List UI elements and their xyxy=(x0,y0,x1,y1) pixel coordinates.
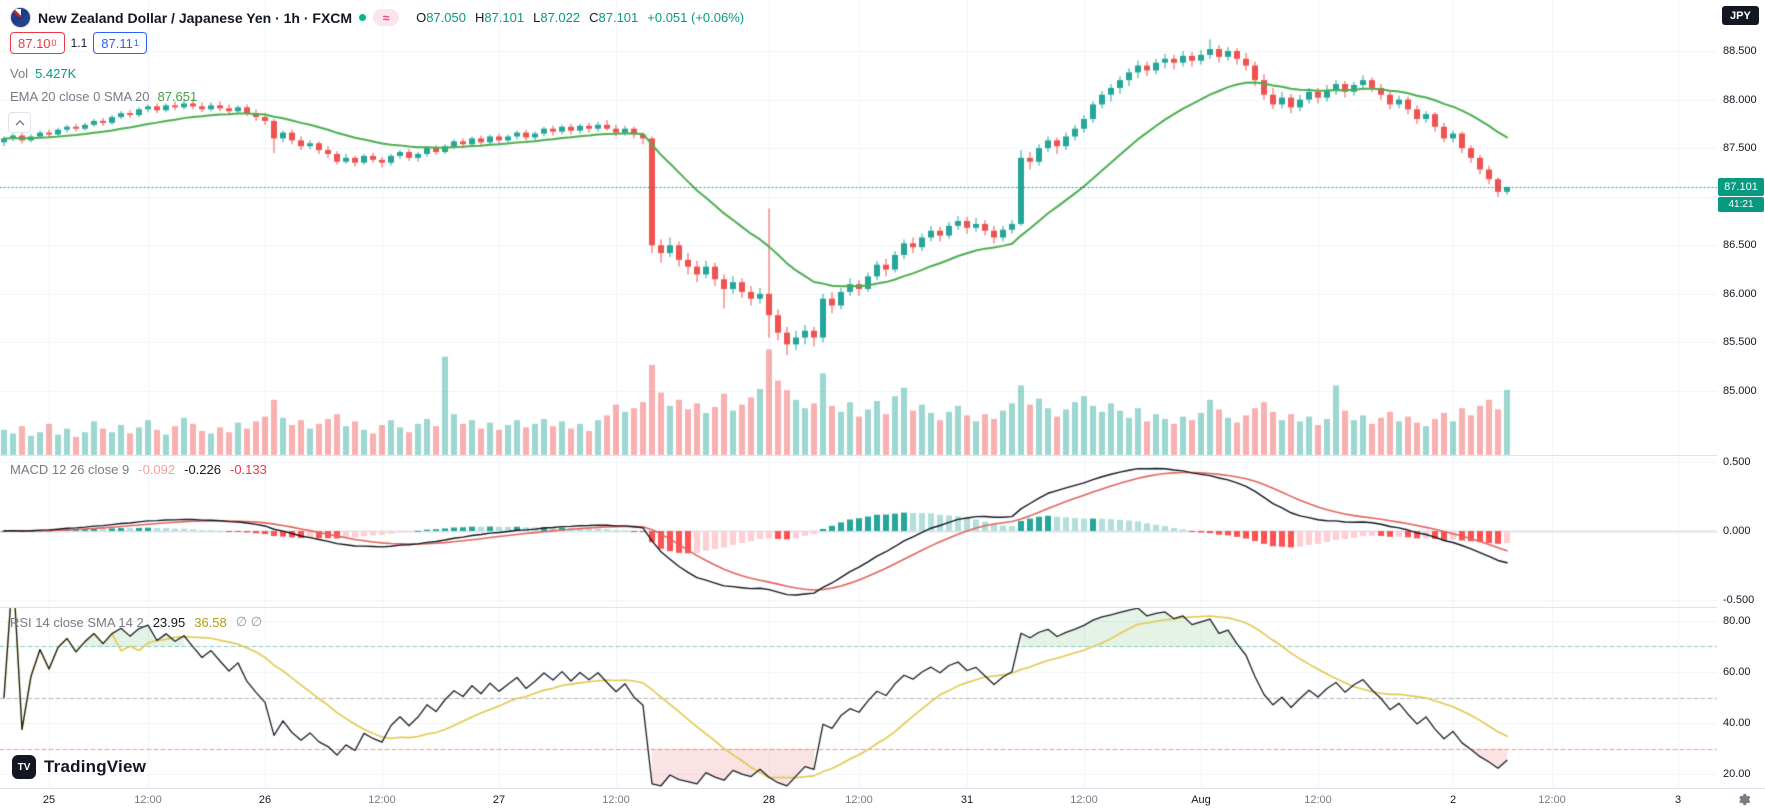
ema-legend: EMA 20 close 0 SMA 20 87.651 xyxy=(10,89,198,104)
delayed-data-icon[interactable]: ≈ xyxy=(373,9,400,26)
time-tick-label: 28 xyxy=(762,794,776,806)
time-tick-label: 12:00 xyxy=(1538,794,1566,806)
chart-canvas[interactable] xyxy=(0,0,1717,788)
time-tick-label: 12:00 xyxy=(1304,794,1332,806)
axis-tick-label: 86.500 xyxy=(1723,239,1757,252)
macd-legend: MACD 12 26 close 9 -0.092 -0.226 -0.133 xyxy=(10,462,267,477)
buy-button[interactable]: 87.11 1 xyxy=(93,32,147,54)
axis-tick-label: 85.000 xyxy=(1723,384,1757,397)
rsi-value: 23.95 xyxy=(152,614,186,630)
timezone-settings-button[interactable] xyxy=(1736,792,1752,808)
time-tick-label: 3 xyxy=(1674,794,1682,806)
open-value: 87.050 xyxy=(426,10,466,25)
low-value: 87.022 xyxy=(540,10,581,25)
time-tick-label: 12:00 xyxy=(1070,794,1098,806)
time-axis[interactable]: 25 12:00 26 12:00 27 12:00 28 12:00 31 12:00 Aug 12… xyxy=(0,789,1765,812)
time-tick-label: 12:00 xyxy=(602,794,630,806)
axis-tick-label: 60.00 xyxy=(1723,665,1751,678)
spread-value: 1.1 xyxy=(70,36,88,50)
time-axis-border xyxy=(0,788,1765,789)
change-value: +0.051 (+0.06%) xyxy=(647,10,745,25)
price-macd-divider[interactable] xyxy=(0,455,1765,456)
macd-rsi-divider[interactable] xyxy=(0,607,1765,608)
time-tick-label: 12:00 xyxy=(368,794,396,806)
axis-tick-label: 40.00 xyxy=(1723,717,1751,730)
pane-collapse-button[interactable] xyxy=(8,112,31,133)
axis-tick-label: 20.00 xyxy=(1723,768,1751,781)
axis-tick-label: 88.000 xyxy=(1723,93,1757,106)
tradingview-logo-icon xyxy=(12,755,36,779)
axis-tick-label: 85.500 xyxy=(1723,336,1757,349)
time-tick-label: 2 xyxy=(1449,794,1457,806)
axis-tick-label: 80.00 xyxy=(1723,614,1751,627)
tradingview-branding[interactable]: TradingView xyxy=(12,755,146,779)
rsi-legend: RSI 14 close SMA 14 2 23.95 36.58 ∅ ∅ xyxy=(10,614,263,630)
rsi-divergence-values: ∅ ∅ xyxy=(235,614,263,629)
time-tick-label: 25 xyxy=(42,794,56,806)
high-value: 87.101 xyxy=(484,10,525,25)
axis-tick-label: 88.500 xyxy=(1723,45,1757,57)
macd-hist-value: -0.092 xyxy=(138,462,176,477)
tradingview-logo-text: TradingView xyxy=(44,757,147,776)
time-tick-label: 12:00 xyxy=(845,794,873,806)
volume-legend: Vol 5.427K xyxy=(10,66,77,81)
ohlc-readout: O87.050 H87.101 L87.022 C87.101 +0.051 (… xyxy=(416,10,745,25)
time-tick-label: 12:00 xyxy=(134,794,162,806)
bar-countdown-badge: 41:21 xyxy=(1718,197,1764,212)
ema-value: 87.651 xyxy=(157,89,198,104)
currency-unit-badge[interactable]: JPY xyxy=(1722,6,1759,25)
time-tick-label: 26 xyxy=(258,794,272,806)
chevron-up-icon xyxy=(15,119,24,125)
volume-value: 5.427K xyxy=(35,66,77,81)
close-value: 87.101 xyxy=(598,10,639,25)
symbol-title[interactable]: New Zealand Dollar / Japanese Yen · 1h ·… xyxy=(38,9,353,26)
instrument-flag-icon xyxy=(10,7,31,28)
macd-signal-value: -0.133 xyxy=(229,462,267,477)
axis-tick-label: 87.500 xyxy=(1723,142,1757,155)
gear-icon xyxy=(1739,793,1751,806)
axis-tick-label: 86.000 xyxy=(1723,287,1757,300)
time-tick-label: Aug xyxy=(1191,794,1211,806)
macd-line-value: -0.226 xyxy=(184,462,221,477)
sell-button[interactable]: 87.10 0 xyxy=(10,32,65,54)
axis-tick-label: 0.000 xyxy=(1723,525,1751,537)
price-axis[interactable]: 88.500 88.000 87.500 86.500 86.000 85.500 85.0… xyxy=(1717,0,1765,788)
time-tick-label: 31 xyxy=(960,794,974,806)
market-open-dot-icon xyxy=(359,14,367,21)
time-tick-label: 27 xyxy=(492,794,506,806)
axis-tick-label: 0.500 xyxy=(1723,456,1751,468)
rsi-ma-value: 36.58 xyxy=(194,614,227,630)
last-price-badge: 87.101 xyxy=(1718,178,1764,196)
axis-tick-label: -0.500 xyxy=(1723,594,1755,606)
